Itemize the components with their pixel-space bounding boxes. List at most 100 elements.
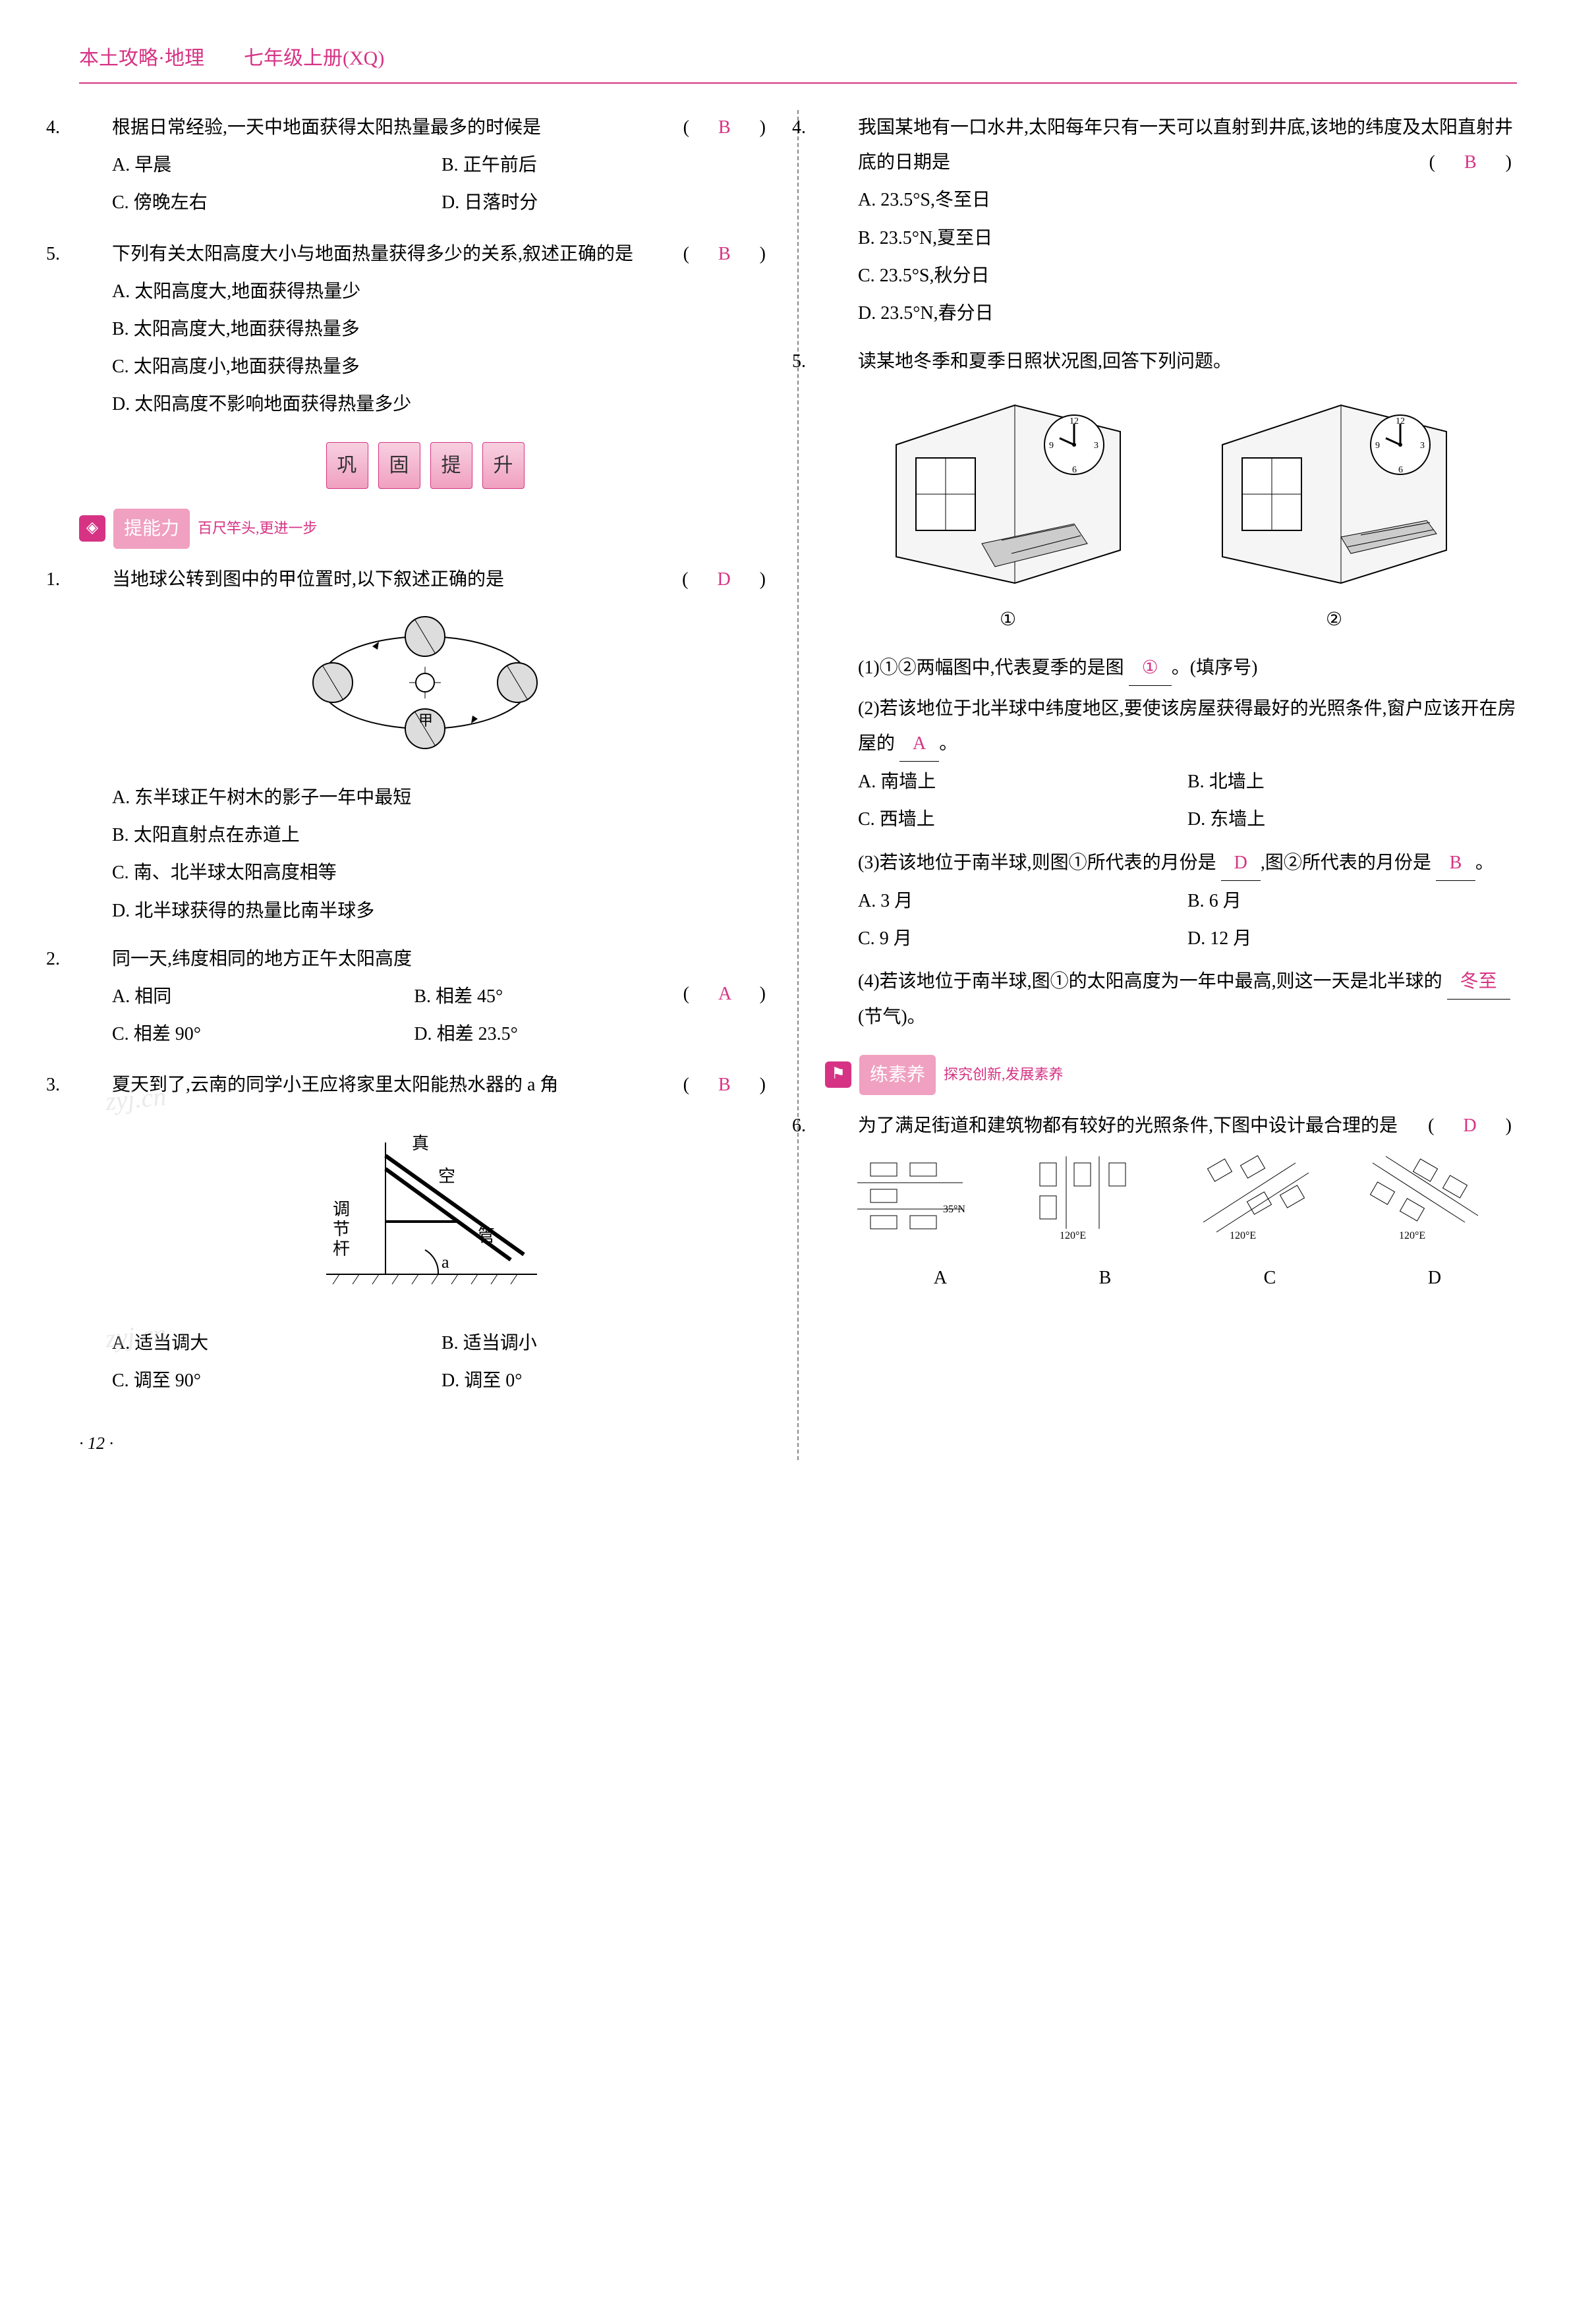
- orbit-svg: 甲: [300, 610, 550, 755]
- q5-options: A. 太阳高度大,地面获得热量少 B. 太阳高度大,地面获得热量多 C. 太阳高…: [79, 274, 771, 422]
- q5-opt-d: D. 太阳高度不影响地面获得热量多少: [112, 387, 771, 422]
- practice-q1: 1.当地球公转到图中的甲位置时,以下叙述正确的是 ( D ) 甲: [79, 562, 771, 928]
- svg-text:120°E: 120°E: [1399, 1230, 1425, 1241]
- q5-opt-a: A. 太阳高度大,地面获得热量少: [112, 274, 771, 309]
- q5-stem: 5.下列有关太阳高度大小与地面热量获得多少的关系,叙述正确的是 ( B ): [79, 237, 771, 271]
- right-q6: 6.为了满足街道和建筑物都有较好的光照条件,下图中设计最合理的是 ( D ) 3…: [825, 1108, 1517, 1299]
- pq3-answer-paren: ( B ): [716, 1067, 771, 1102]
- pq3-stem: 3.夏天到了,云南的同学小王应将家里太阳能热水器的 a 角 ( B ): [79, 1067, 771, 1102]
- pq1-opt-b: B. 太阳直射点在赤道上: [112, 818, 771, 853]
- right-column: 4.我国某地有一口水井,太阳每年只有一天可以直射到井底,该地的纬度及太阳直射井底…: [799, 110, 1517, 1460]
- banner-char-3: 提: [430, 442, 472, 489]
- svg-text:空: 空: [438, 1167, 455, 1186]
- svg-text:9: 9: [1375, 441, 1380, 451]
- rq6-options: A B C D: [825, 1260, 1517, 1298]
- rq5-sub1: (1)①②两幅图中,代表夏季的是图 ①。(填序号): [825, 650, 1517, 686]
- pq2-answer: A: [718, 984, 736, 1004]
- diagram-2: 12 3 6 9 ②: [1178, 392, 1491, 636]
- rq4-answer: B: [1464, 152, 1482, 173]
- rq4-opt-c: C. 23.5°S,秋分日: [858, 258, 1517, 293]
- pq1-opt-d: D. 北半球获得的热量比南半球多: [112, 893, 771, 928]
- rq4-opt-a: A. 23.5°S,冬至日: [858, 183, 1517, 217]
- pq3-answer: B: [718, 1075, 736, 1095]
- street-diagrams: 35°N 120°E: [838, 1150, 1504, 1254]
- svg-text:120°E: 120°E: [1230, 1230, 1256, 1241]
- rq5-sub2-opts: A. 南墙上 B. 北墙上 C. 西墙上 D. 东墙上: [858, 764, 1517, 839]
- svg-text:管: 管: [478, 1226, 495, 1245]
- q4-opt-b: B. 正午前后: [442, 148, 771, 183]
- q5-answer: B: [718, 244, 736, 264]
- right-q5: 5.读某地冬季和夏季日照状况图,回答下列问题。: [825, 344, 1517, 1034]
- rq6-opt-a: A: [858, 1260, 1023, 1295]
- street-c: 120°E: [1178, 1150, 1334, 1254]
- practice-q3: zyj.cn 3.夏天到了,云南的同学小王应将家里太阳能热水器的 a 角 ( B…: [79, 1067, 771, 1401]
- q5-opt-c: C. 太阳高度小,地面获得热量多: [112, 349, 771, 384]
- rq4-opt-b: B. 23.5°N,夏至日: [858, 221, 1517, 256]
- q5-answer-paren: ( B ): [716, 237, 771, 271]
- rq4-options: A. 23.5°S,冬至日 B. 23.5°N,夏至日 C. 23.5°S,秋分…: [825, 183, 1517, 331]
- header-title-1: 本土攻略·地理: [79, 40, 204, 77]
- rq6-answer: D: [1463, 1115, 1481, 1136]
- pq2-opt-c: C. 相差 90°: [112, 1017, 414, 1052]
- rq5-sub3-ans2: B: [1436, 845, 1475, 881]
- content-area: 4.根据日常经验,一天中地面获得太阳热量最多的时候是 ( B ) A. 早晨 B…: [79, 110, 1517, 1460]
- street-d: 120°E: [1348, 1150, 1504, 1254]
- sub-title-literacy: 练素养: [859, 1055, 936, 1095]
- pq2-opt-d: D. 相差 23.5°: [414, 1017, 716, 1052]
- q4-options: A. 早晨 B. 正午前后 C. 傍晚左右 D. 日落时分: [79, 148, 771, 223]
- pq1-stem: 1.当地球公转到图中的甲位置时,以下叙述正确的是 ( D ): [79, 562, 771, 597]
- sub-section-literacy: ⚑ 练素养 探究创新,发展素养: [825, 1055, 1517, 1095]
- pq2-opt-b: B. 相差 45°: [414, 979, 716, 1014]
- rq5-sub2-answer: A: [899, 726, 939, 762]
- rq5-sub4-answer: 冬至: [1447, 964, 1510, 1000]
- rq4-opt-d: D. 23.5°N,春分日: [858, 296, 1517, 331]
- pq3-opt-a: A. 适当调大: [112, 1326, 442, 1361]
- svg-text:6: 6: [1398, 465, 1403, 475]
- q4-opt-a: A. 早晨: [112, 148, 442, 183]
- practice-q2: 2.同一天,纬度相同的地方正午太阳高度 ( A ) A. 相同 B. 相差 45…: [79, 942, 771, 1055]
- svg-text:3: 3: [1094, 441, 1098, 451]
- svg-text:9: 9: [1049, 441, 1054, 451]
- rq4-stem: 4.我国某地有一口水井,太阳每年只有一天可以直射到井底,该地的纬度及太阳直射井底…: [825, 110, 1517, 180]
- q4-answer-paren: ( B ): [716, 110, 771, 145]
- q4-stem: 4.根据日常经验,一天中地面获得太阳热量最多的时候是 ( B ): [79, 110, 771, 145]
- svg-text:6: 6: [1072, 465, 1077, 475]
- sub-title-ability: 提能力: [113, 509, 190, 549]
- rq5-stem: 5.读某地冬季和夏季日照状况图,回答下列问题。: [825, 344, 1517, 379]
- rq5-sub4: (4)若该地位于南半球,图①的太阳高度为一年中最高,则这一天是北半球的 冬至 (…: [825, 964, 1517, 1034]
- diagram-1-label: ①: [851, 602, 1164, 637]
- q5-opt-b: B. 太阳高度大,地面获得热量多: [112, 312, 771, 347]
- svg-text:35°N: 35°N: [943, 1204, 965, 1215]
- rq5-sub2: (2)若该地位于北半球中纬度地区,要使该房屋获得最好的光照条件,窗户应该开在房屋…: [825, 691, 1517, 840]
- street-b: 120°E: [1008, 1150, 1165, 1254]
- svg-text:真: 真: [412, 1134, 429, 1153]
- page-number: · 12 ·: [79, 1427, 771, 1459]
- room-diagrams: 12 3 6 9 ①: [851, 392, 1491, 636]
- pq2-opt-a: A. 相同: [112, 979, 414, 1014]
- rq6-opt-d: D: [1352, 1260, 1517, 1295]
- pq3-opt-d: D. 调至 0°: [442, 1363, 771, 1398]
- svg-text:调节杆: 调节杆: [333, 1200, 350, 1258]
- section-banner: 巩 固 提 升: [79, 442, 771, 489]
- pq1-opt-a: A. 东半球正午树木的影子一年中最短: [112, 780, 771, 815]
- pq3-opt-c: C. 调至 90°: [112, 1363, 442, 1398]
- heater-svg: 真 空 调节杆 管 a: [287, 1116, 563, 1301]
- question-5: 5.下列有关太阳高度大小与地面热量获得多少的关系,叙述正确的是 ( B ) A.…: [79, 237, 771, 422]
- diamond-icon: ◈: [79, 515, 105, 542]
- q4-answer: B: [718, 117, 736, 138]
- svg-text:甲: 甲: [418, 712, 433, 729]
- svg-text:3: 3: [1420, 441, 1425, 451]
- orbit-figure: 甲: [79, 610, 771, 767]
- banner-char-1: 巩: [326, 442, 368, 489]
- rq6-stem: 6.为了满足街道和建筑物都有较好的光照条件,下图中设计最合理的是 ( D ): [825, 1108, 1517, 1143]
- right-q4: 4.我国某地有一口水井,太阳每年只有一天可以直射到井底,该地的纬度及太阳直射井底…: [825, 110, 1517, 331]
- pq3-opt-b: B. 适当调小: [442, 1326, 771, 1361]
- pq3-options: A. 适当调大 B. 适当调小 C. 调至 90° D. 调至 0°: [79, 1326, 771, 1401]
- rq5-sub1-answer: ①: [1129, 650, 1172, 686]
- street-a: 35°N: [838, 1150, 995, 1254]
- rq6-opt-b: B: [1023, 1260, 1187, 1295]
- q4-opt-d: D. 日落时分: [442, 185, 771, 220]
- pq1-opt-c: C. 南、北半球太阳高度相等: [112, 855, 771, 890]
- pq2-stem: 2.同一天,纬度相同的地方正午太阳高度: [79, 942, 771, 976]
- sub-tag-literacy: 探究创新,发展素养: [944, 1061, 1064, 1088]
